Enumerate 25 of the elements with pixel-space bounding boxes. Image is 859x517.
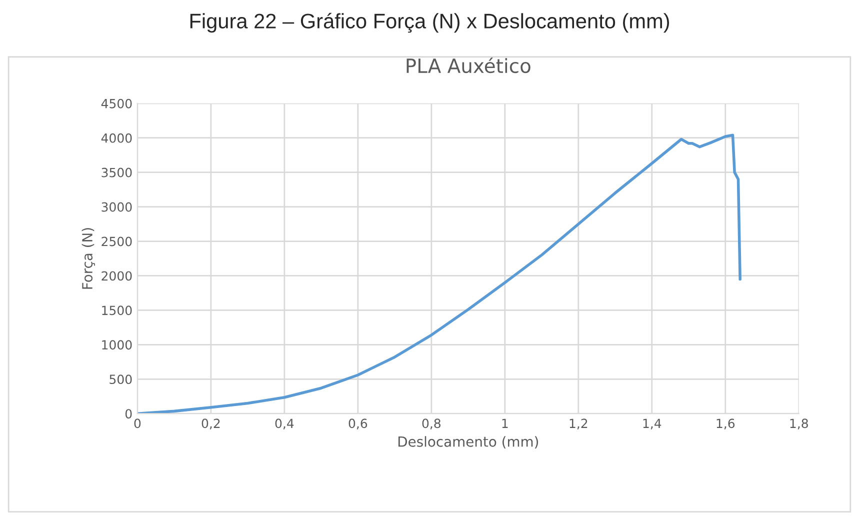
y-tick-label: 4000 [101, 133, 132, 143]
y-tick-label: 3500 [102, 168, 132, 178]
x-tick-label: 1,2 [570, 418, 588, 430]
x-tick-label: 0,2 [202, 418, 220, 430]
x-tick-label: 0,4 [275, 418, 294, 430]
y-tick-label: 2500 [102, 236, 132, 246]
y-tick-label: 2000 [102, 271, 132, 281]
x-tick-label: 1,8 [790, 418, 808, 430]
x-tick-label: 0 [134, 418, 141, 428]
x-axis-title: Deslocamento (mm) [398, 436, 538, 448]
x-tick-label: 1,6 [716, 418, 735, 430]
x-tick-label: 1,4 [643, 418, 662, 430]
line-series [137, 134, 742, 414]
y-tick-label: 0 [125, 409, 132, 419]
x-tick-label: 0,8 [422, 418, 440, 430]
y-tick-label: 3000 [102, 202, 132, 212]
y-tick-label: 500 [110, 374, 132, 384]
y-tick-label: 1000 [102, 340, 132, 350]
y-axis-title: Força (N) [82, 228, 95, 289]
y-tick-label: 1500 [102, 306, 132, 316]
chart-title: PLA Auxético [406, 57, 530, 74]
y-tick-label: 4500 [101, 98, 132, 108]
x-tick-label: 1 [502, 418, 508, 428]
x-tick-label: 0,6 [348, 418, 368, 430]
text: Figura 22 – Gráfico Força (N) x Deslocamento (mm) [190, 12, 670, 33]
